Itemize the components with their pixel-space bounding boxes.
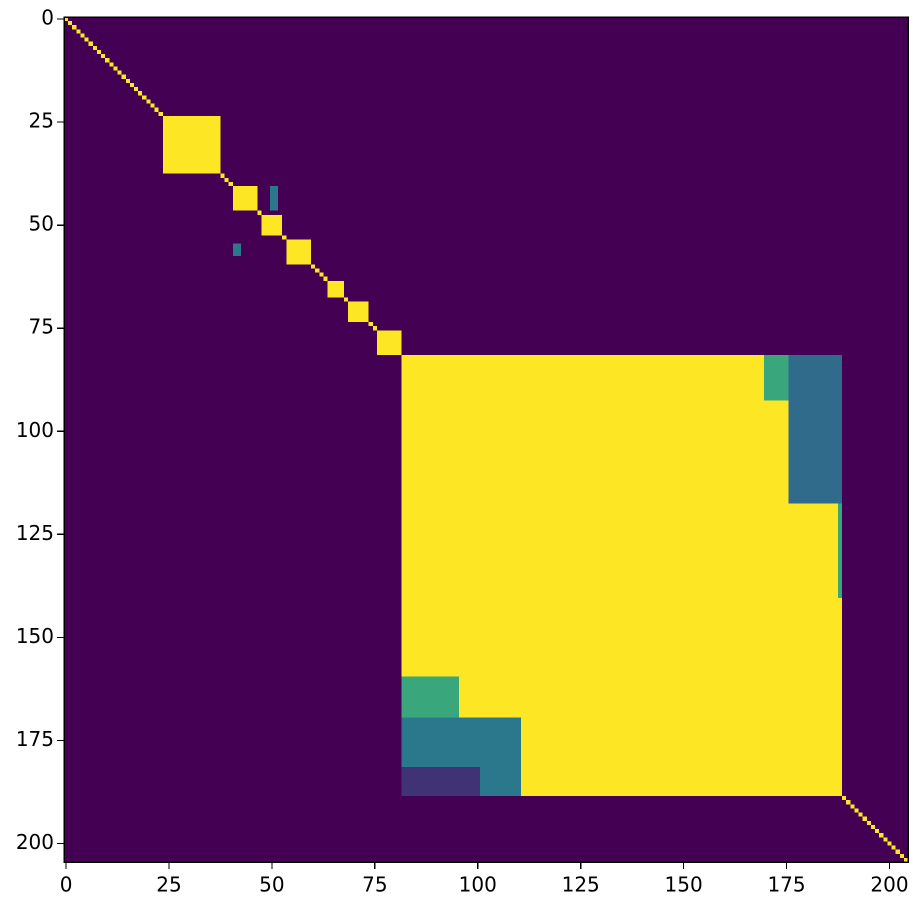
diagonal-cell bbox=[109, 62, 114, 67]
diagonal-cell bbox=[870, 824, 876, 830]
diagonal-cell bbox=[117, 70, 122, 75]
diagonal-cell bbox=[228, 181, 233, 186]
diagonal-cell bbox=[138, 91, 143, 96]
y-tick-label: 125 bbox=[16, 521, 54, 545]
diagonal-cell bbox=[282, 235, 287, 240]
diagonal-cell bbox=[895, 849, 900, 854]
block bbox=[788, 355, 843, 504]
diagonal-cell bbox=[158, 111, 163, 116]
diagonal-cell bbox=[72, 25, 77, 30]
block bbox=[763, 355, 789, 401]
x-tick-label: 75 bbox=[362, 873, 387, 897]
diagonal-cell bbox=[129, 82, 134, 88]
diagonal-cell bbox=[84, 37, 89, 42]
x-tick-label: 100 bbox=[459, 873, 497, 897]
diagonal-cell bbox=[68, 21, 73, 26]
y-tick-label: 0 bbox=[41, 6, 54, 30]
x-tick-label: 150 bbox=[665, 873, 703, 897]
diagonal-cell bbox=[113, 66, 118, 71]
diagonal-cell bbox=[343, 297, 349, 302]
diagonal-cell bbox=[842, 796, 847, 801]
diagonal-cell bbox=[80, 33, 85, 38]
diagonal-cell bbox=[319, 272, 324, 277]
y-tick-label: 175 bbox=[16, 727, 54, 751]
diagonal-cell bbox=[142, 95, 147, 100]
diagonal-cell bbox=[88, 41, 93, 46]
heatmap bbox=[64, 17, 908, 862]
diagonal-cell bbox=[862, 816, 867, 821]
diagonal-cell bbox=[257, 210, 262, 215]
axes-frame bbox=[63, 16, 909, 863]
diagonal-cell bbox=[133, 87, 139, 92]
block bbox=[401, 676, 460, 718]
diagonal-cell bbox=[96, 49, 102, 55]
diagonal-cell bbox=[105, 58, 110, 63]
diagonal-cell bbox=[879, 833, 884, 838]
block bbox=[327, 280, 344, 298]
block bbox=[286, 239, 312, 265]
diagonal-cell bbox=[891, 845, 896, 850]
diagonal-cell bbox=[846, 800, 851, 805]
y-tick-label: 50 bbox=[29, 212, 54, 236]
x-tick-label: 50 bbox=[259, 873, 284, 897]
diagonal-cell bbox=[125, 78, 130, 83]
diagonal-cell bbox=[315, 268, 320, 273]
y-tick-label: 150 bbox=[16, 624, 54, 648]
diagonal-cell bbox=[101, 54, 106, 59]
block bbox=[376, 330, 402, 355]
diagonal-cell bbox=[121, 74, 126, 79]
block bbox=[162, 115, 221, 174]
block bbox=[348, 301, 369, 323]
x-tick-label: 125 bbox=[562, 873, 600, 897]
block bbox=[838, 503, 843, 599]
diagonal-cell bbox=[866, 820, 871, 825]
y-tick-label: 75 bbox=[29, 315, 54, 339]
diagonal-cell bbox=[372, 326, 377, 331]
x-tick-label: 25 bbox=[156, 873, 181, 897]
x-tick-label: 175 bbox=[767, 873, 805, 897]
diagonal-cell bbox=[146, 99, 151, 104]
diagonal-cell bbox=[875, 829, 880, 834]
diagonal-cell bbox=[323, 276, 328, 281]
diagonal-cell bbox=[150, 103, 155, 108]
diagonal-cell bbox=[903, 857, 908, 862]
x-tick-label: 0 bbox=[60, 873, 73, 897]
diagonal-cell bbox=[858, 812, 863, 817]
diagonal-cell bbox=[311, 264, 316, 269]
y-tick-label: 200 bbox=[16, 830, 54, 854]
diagonal-cell bbox=[887, 841, 892, 846]
diagonal-cell bbox=[899, 853, 904, 858]
x-tick-label: 200 bbox=[870, 873, 908, 897]
diagonal-cell bbox=[220, 173, 225, 178]
y-tick-label: 100 bbox=[16, 418, 54, 442]
diagonal-cell bbox=[154, 107, 159, 112]
diagonal-cell bbox=[854, 808, 859, 813]
block bbox=[401, 767, 480, 797]
y-tick-label: 25 bbox=[29, 109, 54, 133]
diagonal-cell bbox=[224, 177, 229, 182]
diagonal-cell bbox=[368, 322, 373, 327]
block bbox=[232, 243, 242, 257]
block bbox=[232, 186, 258, 211]
diagonal-cell bbox=[64, 17, 69, 22]
diagonal-cell bbox=[92, 45, 97, 50]
diagonal-cell bbox=[883, 837, 888, 842]
diagonal-cell bbox=[850, 804, 855, 809]
block bbox=[261, 214, 283, 236]
diagonal-cell bbox=[76, 29, 81, 34]
block bbox=[269, 186, 279, 211]
